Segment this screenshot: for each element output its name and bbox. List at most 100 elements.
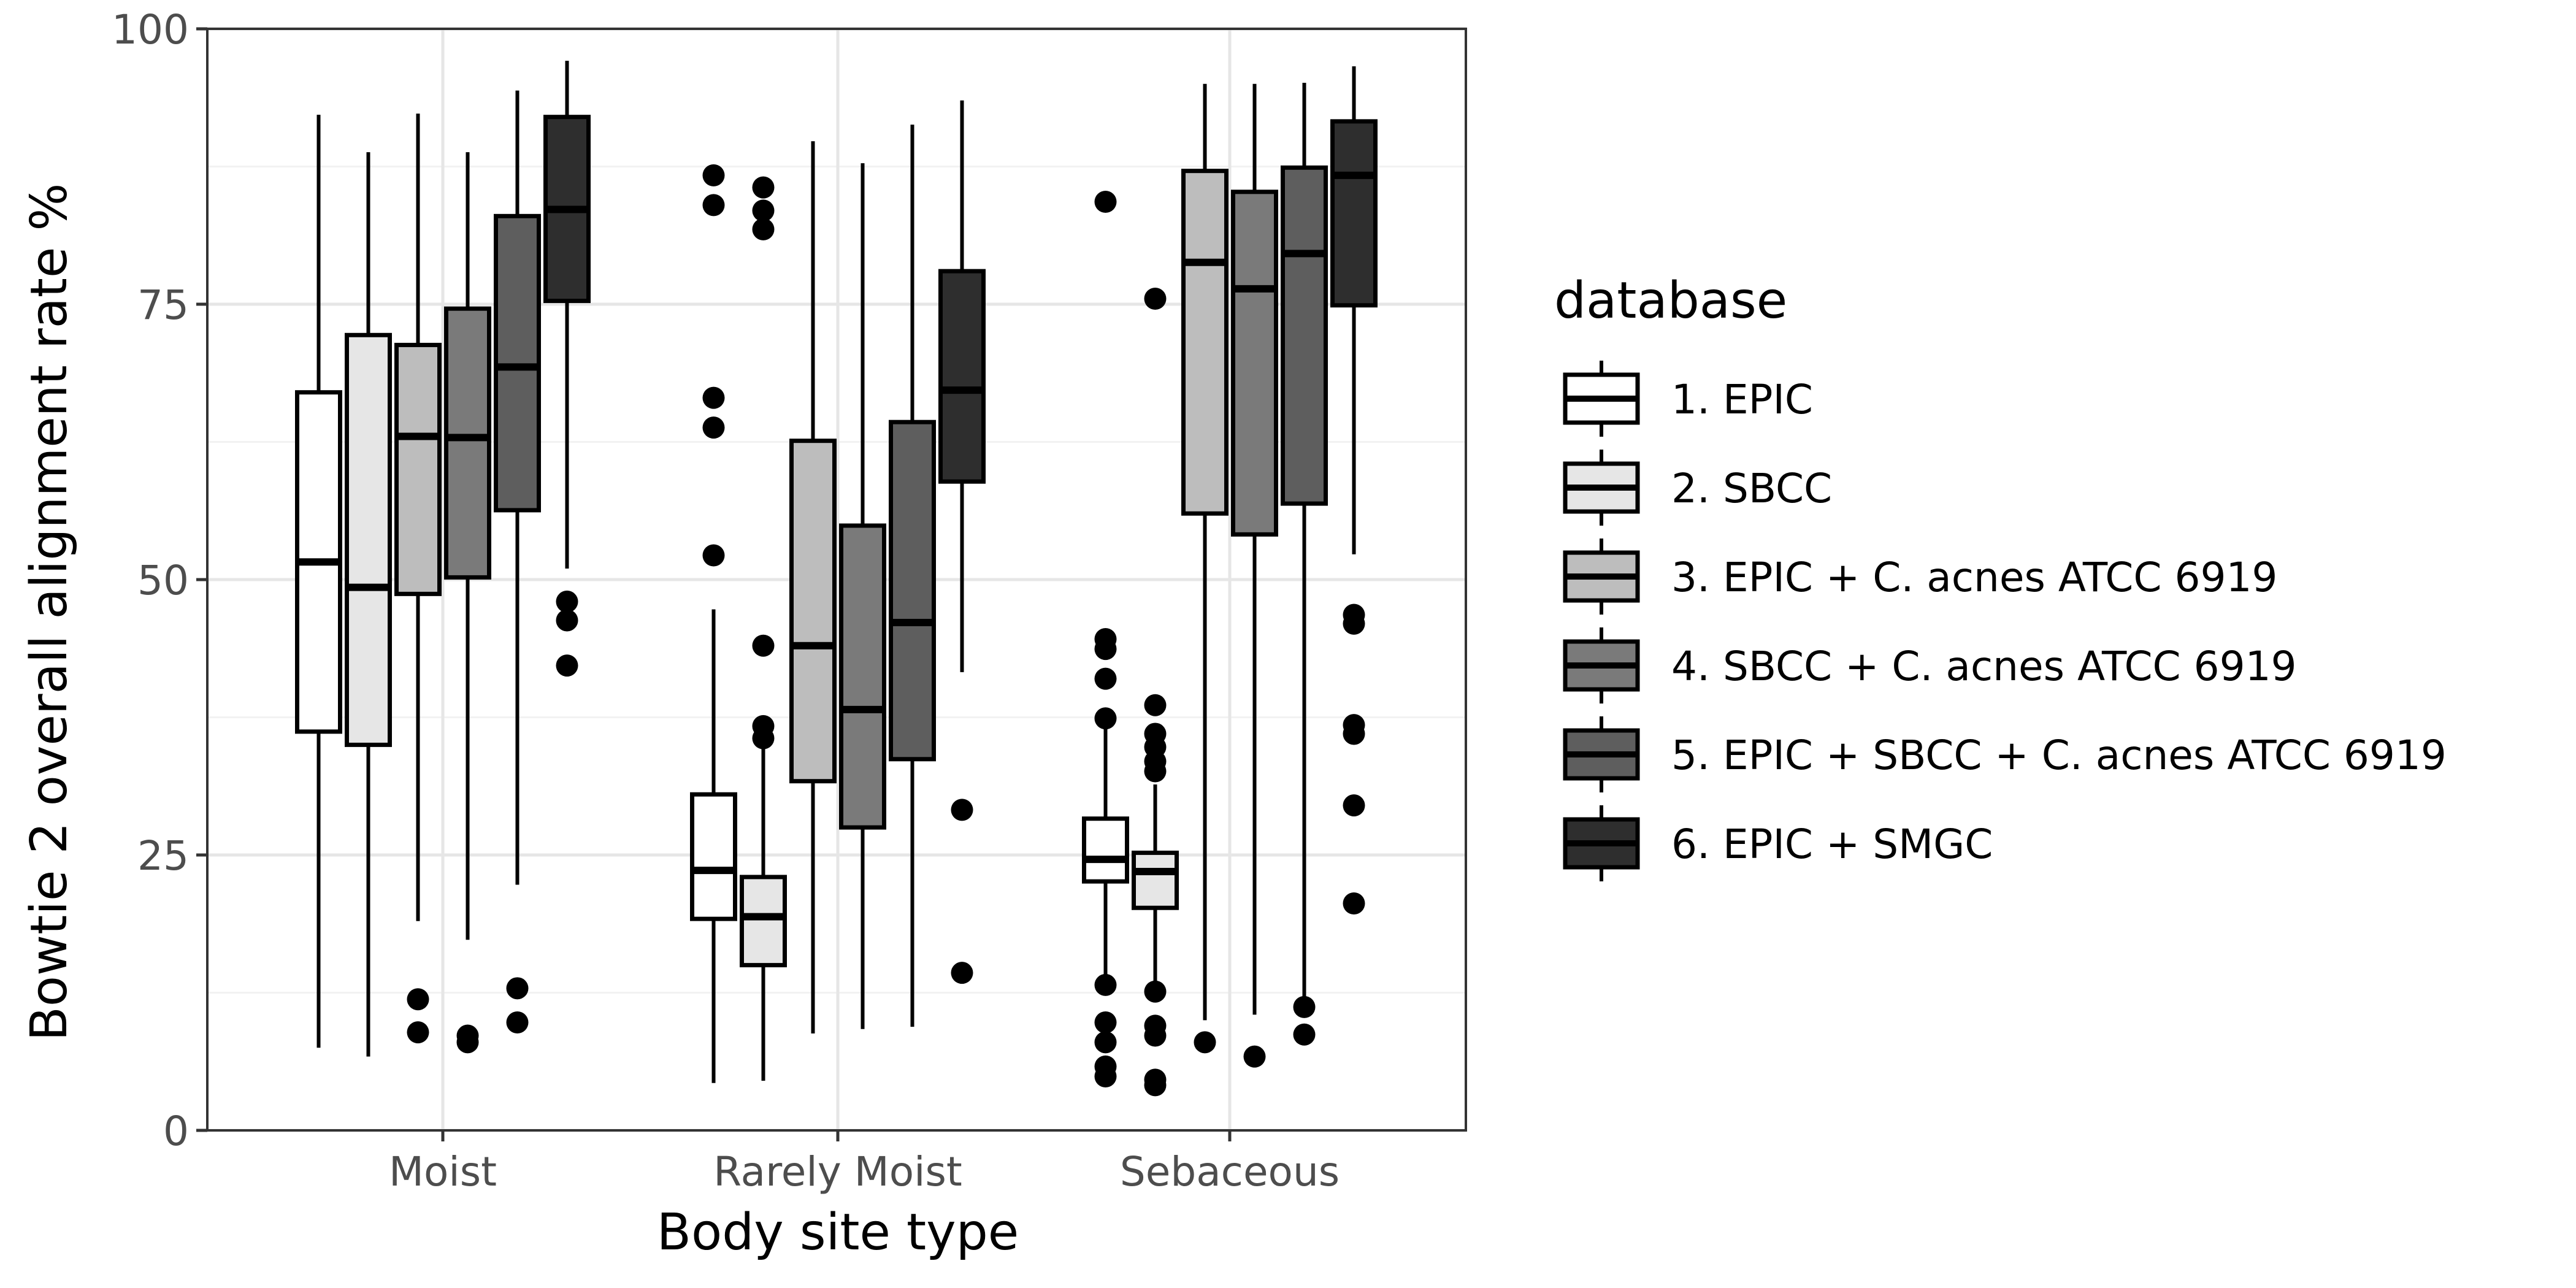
x-tick-label: Moist xyxy=(389,1148,497,1195)
box xyxy=(889,420,936,762)
box-group xyxy=(839,163,886,1029)
box-group xyxy=(1330,66,1378,915)
box-group xyxy=(740,176,787,1081)
box xyxy=(345,332,392,747)
outlier-point xyxy=(1144,723,1167,745)
legend-item: 5. EPIC + SBCC + C. acnes ATCC 6919 xyxy=(1563,716,2447,792)
box-group xyxy=(938,100,986,984)
outlier-point xyxy=(1094,1055,1117,1078)
box xyxy=(740,875,787,968)
outlier-point xyxy=(752,218,775,240)
outlier-point xyxy=(556,654,578,677)
box-group xyxy=(295,115,342,1048)
legend-label: 3. EPIC + C. acnes ATCC 6919 xyxy=(1671,554,2277,601)
outlier-point xyxy=(752,176,775,199)
outlier-point xyxy=(1094,707,1117,730)
legend: database 1. EPIC 2. SBCC 3. EPIC + C. acne… xyxy=(1554,272,2447,881)
box xyxy=(1330,119,1378,308)
plot-panel: 0 25 50 75 100 Moist Rarely Moist Sebaceous xyxy=(112,6,1467,1195)
box xyxy=(938,269,986,484)
box xyxy=(1231,190,1278,537)
outlier-point xyxy=(702,164,725,186)
box-group xyxy=(1231,83,1278,1068)
box xyxy=(839,523,886,830)
legend-item: 3. EPIC + C. acnes ATCC 6919 xyxy=(1563,539,2277,615)
x-tick-label: Rarely Moist xyxy=(713,1148,962,1195)
box-group xyxy=(789,141,837,1033)
box-group xyxy=(1181,83,1229,1054)
outlier-point xyxy=(1343,604,1365,626)
outlier-point xyxy=(407,988,429,1011)
y-tick-label: 50 xyxy=(137,557,189,604)
legend-item: 2. SBCC xyxy=(1563,450,1832,526)
outlier-point xyxy=(456,1024,479,1047)
box-group xyxy=(345,152,392,1057)
box xyxy=(394,342,442,596)
box-group xyxy=(394,113,442,1044)
legend-item: 4. SBCC + C. acnes ATCC 6919 xyxy=(1563,627,2297,703)
outlier-point xyxy=(702,386,725,409)
outlier-point xyxy=(1094,667,1117,690)
box xyxy=(494,213,541,513)
x-axis-title: Body site type xyxy=(657,1203,1019,1262)
legend-label: 4. SBCC + C. acnes ATCC 6919 xyxy=(1671,643,2297,690)
outlier-point xyxy=(702,194,725,217)
outlier-point xyxy=(1243,1045,1266,1068)
outlier-point xyxy=(407,1021,429,1044)
outlier-point xyxy=(702,416,725,439)
outlier-point xyxy=(1144,694,1167,716)
outlier-point xyxy=(951,799,973,821)
outlier-point xyxy=(752,715,775,737)
outlier-point xyxy=(1094,1011,1117,1033)
legend-item: 1. EPIC xyxy=(1563,361,1813,437)
box xyxy=(1132,850,1179,910)
outlier-point xyxy=(1094,190,1117,213)
box xyxy=(789,439,837,784)
outlier-point xyxy=(1194,1031,1216,1054)
y-axis-title: Bowtie 2 overall alignment rate % xyxy=(20,183,79,1041)
x-tick-label: Sebaceous xyxy=(1120,1148,1340,1195)
outlier-point xyxy=(1094,1031,1117,1054)
box xyxy=(1082,816,1129,884)
legend-title: database xyxy=(1554,272,1787,330)
outlier-point xyxy=(1343,714,1365,737)
outlier-point xyxy=(1094,627,1117,650)
outlier-point xyxy=(1144,1014,1167,1037)
y-tick-label: 0 xyxy=(163,1108,189,1155)
outlier-point xyxy=(1144,1068,1167,1091)
box xyxy=(690,792,737,921)
outlier-point xyxy=(1293,1023,1316,1046)
legend-label: 1. EPIC xyxy=(1671,376,1813,423)
box-group xyxy=(690,164,737,1083)
outlier-point xyxy=(556,609,578,632)
legend-item: 6. EPIC + SMGC xyxy=(1563,805,1993,881)
y-tick-label: 100 xyxy=(112,6,189,53)
box xyxy=(444,306,491,580)
box-group xyxy=(494,90,541,1033)
y-tick-label: 75 xyxy=(137,282,189,329)
box-group xyxy=(1082,190,1129,1087)
outlier-point xyxy=(752,199,775,222)
legend-label: 2. SBCC xyxy=(1671,465,1832,512)
outlier-point xyxy=(1343,794,1365,817)
outlier-point xyxy=(506,977,529,1000)
box-group xyxy=(444,152,491,1054)
outlier-point xyxy=(1144,980,1167,1003)
box-group xyxy=(1281,83,1328,1046)
box xyxy=(1181,169,1229,516)
box xyxy=(1281,165,1328,506)
outlier-point xyxy=(702,544,725,567)
outlier-point xyxy=(1293,995,1316,1018)
outlier-point xyxy=(752,634,775,657)
outlier-point xyxy=(951,962,973,984)
box-group xyxy=(889,125,936,1027)
outlier-point xyxy=(1144,288,1167,310)
y-tick-label: 25 xyxy=(137,832,189,880)
legend-label: 5. EPIC + SBCC + C. acnes ATCC 6919 xyxy=(1671,732,2447,779)
outlier-point xyxy=(506,1011,529,1033)
outlier-point xyxy=(1343,892,1365,915)
box-group xyxy=(1132,288,1179,1097)
legend-label: 6. EPIC + SMGC xyxy=(1671,821,1993,868)
outlier-point xyxy=(1094,973,1117,996)
